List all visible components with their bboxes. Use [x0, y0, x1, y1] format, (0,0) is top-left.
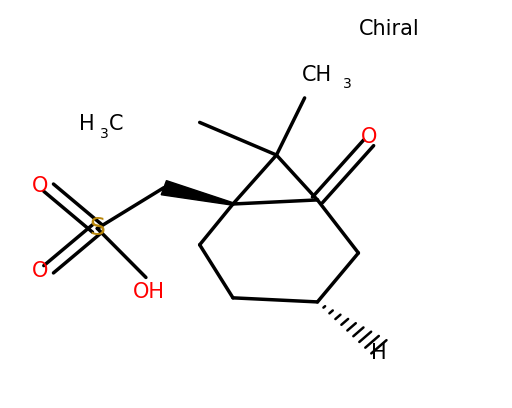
Text: O: O: [32, 261, 49, 282]
Text: O: O: [32, 175, 49, 196]
Text: H: H: [371, 343, 387, 363]
Text: O: O: [360, 126, 377, 147]
Text: H: H: [79, 114, 95, 135]
Text: 3: 3: [100, 127, 109, 141]
Text: S: S: [89, 217, 105, 240]
Polygon shape: [161, 181, 233, 205]
Text: CH: CH: [302, 65, 332, 86]
Text: C: C: [109, 114, 123, 135]
Text: Chiral: Chiral: [358, 18, 419, 39]
Text: 3: 3: [343, 77, 352, 91]
Text: OH: OH: [133, 282, 164, 302]
